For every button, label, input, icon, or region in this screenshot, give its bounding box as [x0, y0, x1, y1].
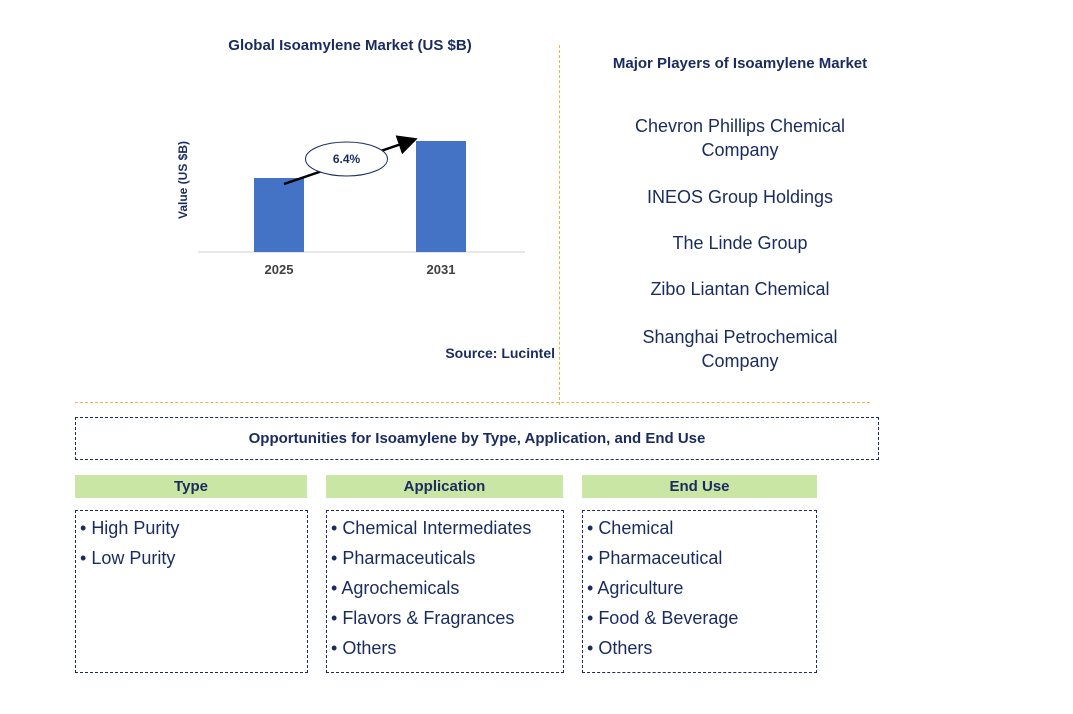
list-item: • Chemical: [587, 518, 674, 538]
type-list-box: • High Purity • Low Purity: [75, 510, 308, 673]
player-item: Shanghai Petrochemical Company: [642, 327, 838, 371]
application-list-box: • Chemical Intermediates • Pharmaceutica…: [326, 510, 564, 673]
chart-title: Global Isoamylene Market (US $B): [228, 37, 472, 54]
list-item: • Chemical Intermediates: [331, 518, 532, 538]
x-tick-label: 2031: [427, 262, 456, 277]
y-axis-label: Value (US $B): [176, 141, 190, 219]
horizontal-divider: [75, 402, 870, 403]
list-item: • Flavors & Fragrances: [331, 608, 515, 628]
end-use-list-box: • Chemical • Pharmaceutical • Agricultur…: [582, 510, 817, 673]
list-item: • Others: [587, 638, 653, 658]
opportunities-title-box: Opportunities for Isoamylene by Type, Ap…: [75, 417, 879, 460]
player-item: Zibo Liantan Chemical: [650, 279, 830, 299]
growth-annotation-label: 6.4%: [333, 152, 361, 166]
opportunities-title: Opportunities for Isoamylene by Type, Ap…: [248, 430, 706, 447]
bar-2025: [254, 178, 304, 252]
player-item: Chevron Phillips Chemical Company: [634, 116, 846, 160]
source-label: Source: Lucintel: [445, 345, 555, 361]
list-item: • High Purity: [80, 518, 180, 538]
application-header: Application: [326, 475, 563, 498]
list-item: • Food & Beverage: [587, 608, 739, 628]
list-item: • Others: [331, 638, 397, 658]
bar-chart: Value (US $B) 2025 2031 6.4%: [176, 135, 525, 277]
list-item: • Low Purity: [80, 548, 176, 568]
player-item: The Linde Group: [672, 233, 808, 253]
end-use-header: End Use: [582, 475, 817, 498]
type-header: Type: [75, 475, 307, 498]
growth-annotation-bubble: [305, 141, 388, 177]
list-item: • Pharmaceuticals: [331, 548, 476, 568]
list-item: • Agrochemicals: [331, 578, 460, 598]
x-tick-label: 2025: [265, 262, 294, 277]
list-item: • Agriculture: [587, 578, 684, 598]
bar-2031: [416, 141, 466, 252]
list-item: • Pharmaceutical: [587, 548, 723, 568]
vertical-divider: [559, 45, 560, 405]
player-item: INEOS Group Holdings: [646, 187, 834, 207]
players-title: Major Players of Isoamylene Market: [612, 55, 868, 72]
